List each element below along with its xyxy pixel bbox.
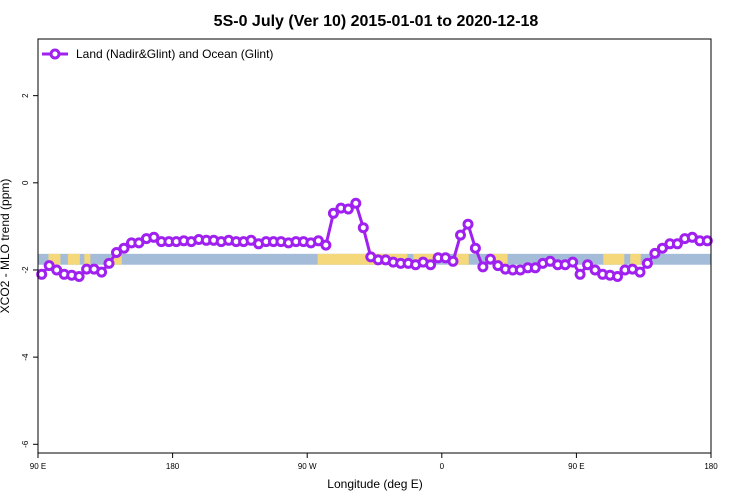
data-point [36,268,48,280]
x-tick-label: 180 [704,462,718,471]
x-tick-label: 90 W [298,462,317,471]
data-point [320,239,332,251]
legend: Land (Nadir&Glint) and Ocean (Glint) [42,47,273,61]
data-point [462,218,474,230]
data-point [327,207,339,219]
data-point [43,260,55,272]
y-tick-label: -6 [21,440,30,448]
x-axis-label: Longitude (deg E) [327,477,422,491]
data-point [656,242,668,254]
y-tick-label: -2 [21,266,30,274]
data-point [567,256,579,268]
y-tick-label: 2 [21,93,30,98]
legend-entry-0: Land (Nadir&Glint) and Ocean (Glint) [76,47,273,61]
data-point [96,266,108,278]
data-point [484,253,496,265]
land-band-segment [317,253,408,265]
data-point [612,271,623,282]
x-tick-label: 90 E [568,462,584,471]
data-point [51,264,63,276]
chart-title: 5S-0 July (Ver 10) 2015-01-01 to 2020-12… [214,13,539,30]
land-band-segment [112,253,122,265]
land-band-segment [603,253,625,265]
land-band-segment [456,253,469,265]
data-point [671,238,683,250]
plot-frame [37,38,712,454]
y-tick-label: 0 [21,180,30,185]
data-point [425,259,437,271]
data-point [529,262,541,274]
y-axis-label: XCO2 - MLO trend (ppm) [0,179,12,314]
x-tick-label: 0 [440,462,445,471]
data-point [103,257,115,269]
data-point [111,247,122,258]
y-tick-label: -4 [21,353,30,361]
land-band-segment [630,253,641,265]
data-point [342,203,354,215]
data-point [582,259,594,271]
x-axis: 90 E 180 90 W 0 90 E 180 [30,453,718,471]
data-point [634,266,646,278]
data-point [350,197,362,209]
data-point [357,222,369,234]
series-layer [36,197,713,282]
data-point [469,242,481,254]
y-axis: 2 0 -2 -4 -6 [21,93,38,448]
data-point [589,264,601,276]
data-point [447,255,459,267]
data-point [148,231,160,243]
data-point [73,271,85,282]
data-point [477,261,489,273]
data-point [649,247,661,259]
land-band-segment [84,253,91,265]
x-tick-label: 90 E [30,462,46,471]
data-point [312,235,324,247]
land-band-segment [491,253,508,265]
data-point [641,257,653,269]
legend-marker [49,48,61,60]
data-point [455,229,466,241]
land-band-segment [48,253,61,265]
x-tick-label: 180 [166,462,180,471]
data-point [701,235,713,247]
data-point [133,237,145,249]
data-point [574,268,586,280]
land-band-segment [67,253,80,265]
data-point [118,242,130,254]
